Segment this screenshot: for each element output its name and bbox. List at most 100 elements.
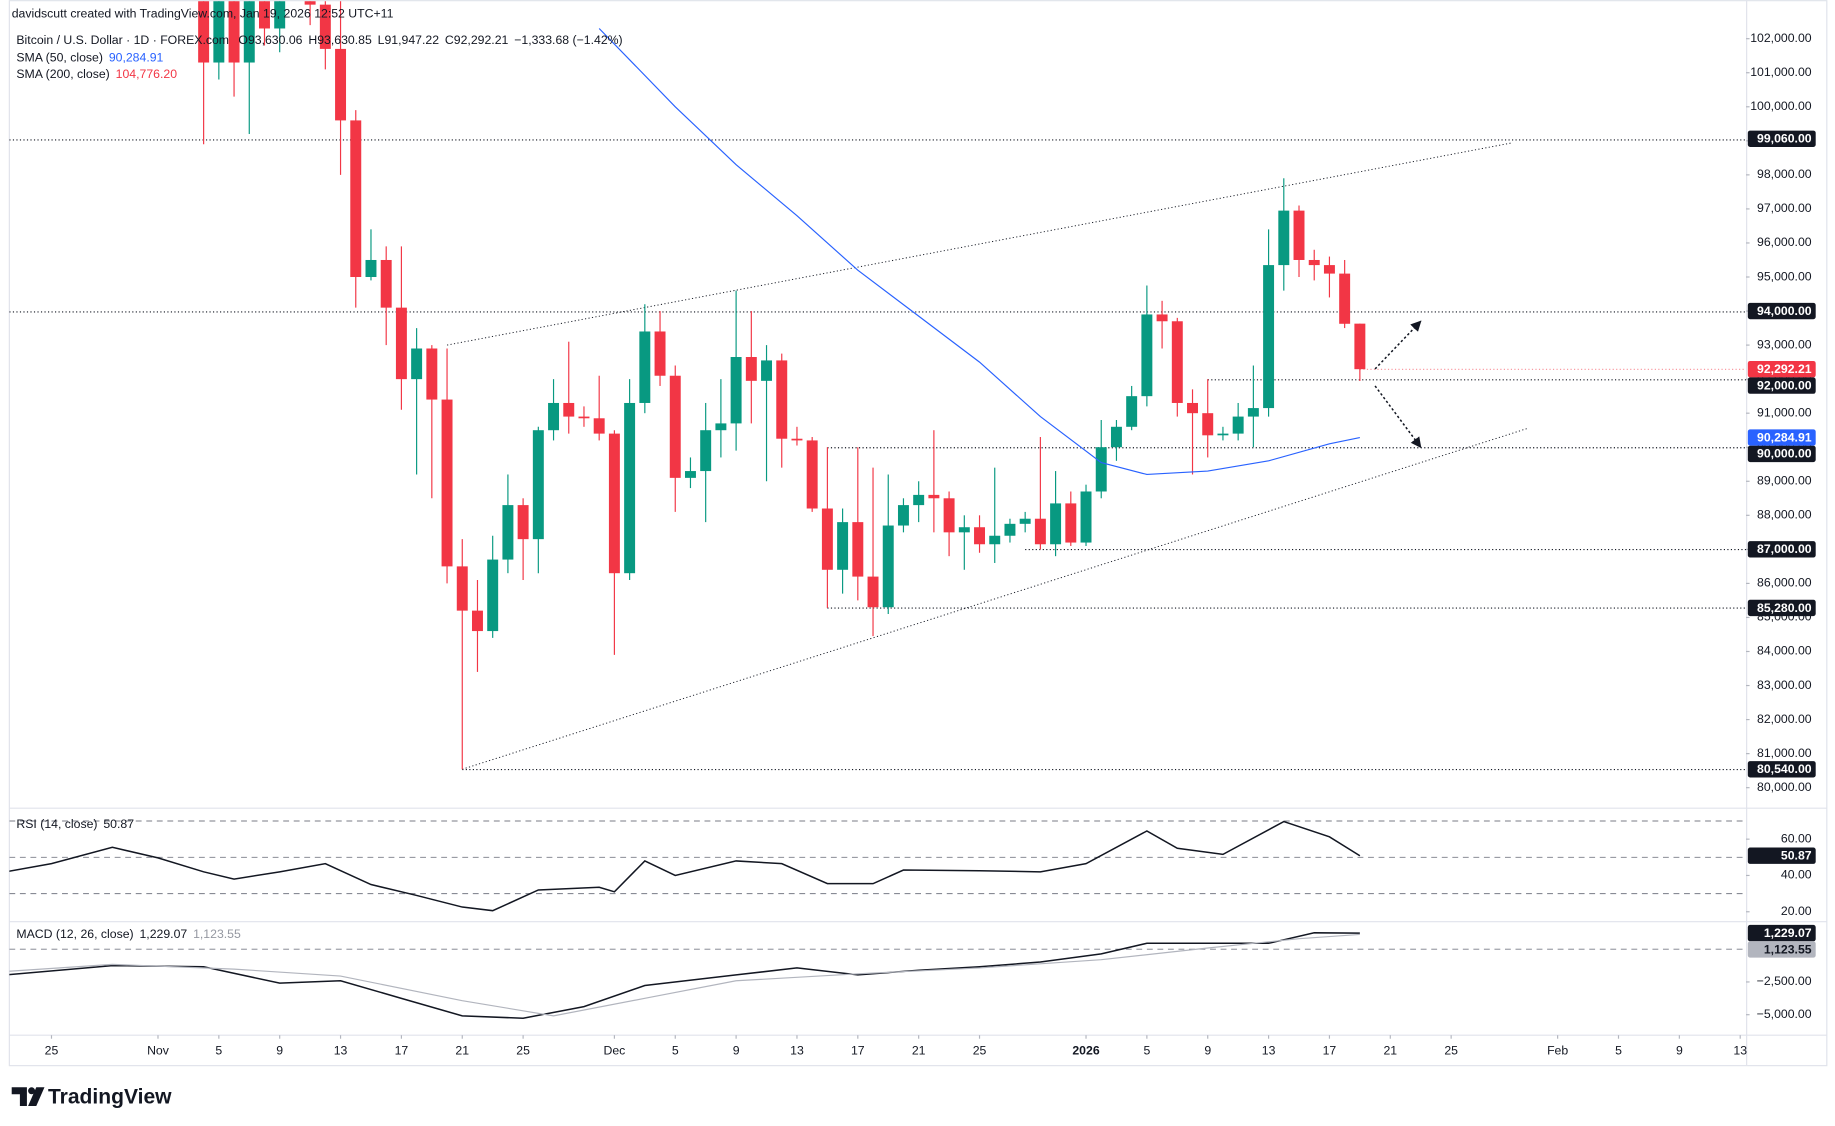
indicator-line [9,932,1360,1020]
brand-name: TradingView [48,1085,172,1108]
candle-body [335,48,347,121]
macd-pane [9,932,1747,1020]
candle-body [928,494,940,499]
y-tick-label: −2,500.00 [1757,974,1812,988]
indicator-badge-label: 1,123.55 [1764,942,1812,956]
price-pane [9,1,1747,771]
candle-body [198,1,210,63]
level-badge-label: 87,000.00 [1757,542,1812,556]
y-tick-label: 60.00 [1781,831,1812,845]
candle-body [806,440,818,509]
candle-body [1065,503,1077,543]
ohlc-value: 91,947.22 [384,33,439,47]
y-tick-label: 83,000.00 [1757,678,1812,692]
x-tick-label: 5 [215,1043,222,1057]
candle-body [700,430,712,472]
indicator-badge [1747,847,1816,864]
level-badge-label: 94,000.00 [1757,304,1812,318]
candle-body [350,120,362,278]
ohlc-value: 93,630.85 [317,33,372,47]
overlay-value: 90,284.91 [109,51,164,65]
candle-body [958,527,970,533]
x-tick-label: 17 [851,1043,865,1057]
x-tick-label: Nov [147,1043,170,1057]
credit: davidscutt created with TradingView.com,… [12,6,394,20]
ohlc-value: 92,292.21 [454,33,509,47]
x-tick-label: 5 [1143,1043,1150,1057]
logo-mark [11,1087,27,1107]
candle-body [1232,416,1244,434]
trendline [462,428,1528,770]
indicator-badge [1747,941,1816,958]
logo-mark [28,1087,45,1107]
candle-body [1202,413,1214,436]
y-tick-label: 84,000.00 [1757,644,1812,658]
candle-body [761,360,773,381]
sma-legend: SMA (50, close) 90,284.91 [16,51,163,65]
level-badge-label: 99,060.00 [1757,132,1812,146]
level-badge [1747,302,1816,320]
x-tick-label: 25 [516,1043,530,1057]
candle-body [441,399,453,567]
candle-body [867,576,879,608]
ohlc-key: C [445,33,454,47]
candle-body [502,505,514,560]
candle-body [1050,503,1062,545]
last-price-badge [1747,360,1816,378]
candle-body [882,525,894,608]
x-tick-label: 9 [1676,1043,1683,1057]
candle-body [411,348,423,380]
x-tick-label: 25 [973,1043,987,1057]
macd-legend: MACD (12, 26, close) 1,229.07 1,123.55 [16,927,241,941]
candle-body [456,566,468,611]
x-tick-label: 21 [455,1043,469,1057]
level-badge [1747,445,1816,463]
last-price-badge-label: 92,292.21 [1757,362,1812,376]
y-tick-label: 82,000.00 [1757,712,1812,726]
y-tick-label: 102,000.00 [1750,31,1812,45]
level-badge [1747,130,1816,147]
x-tick-label: 13 [1733,1043,1747,1057]
y-tick-label: 88,000.00 [1757,508,1812,522]
candle-body [608,433,620,574]
x-tick-label: 9 [1204,1043,1211,1057]
y-tick-label: 86,000.00 [1757,576,1812,590]
candle-body [1263,265,1275,409]
candle-body [1339,273,1351,324]
ohlc-key: L [378,33,385,47]
indicator-badge-label: 1,229.07 [1764,926,1812,940]
level-badge-label: 80,540.00 [1757,762,1812,776]
y-tick-label: 95,000.00 [1757,269,1812,283]
candle-body [593,418,605,434]
y-tick-label: 101,000.00 [1750,65,1812,79]
axes: 80,000.00 81,000.00 82,000.00 83,000.00 84,0… [45,31,1816,1057]
candle-body [1019,518,1031,524]
indicator-badge-label: 50.87 [1781,849,1812,863]
x-tick-label: 13 [334,1043,348,1057]
candle-body [1187,402,1198,414]
candle-body [532,430,544,540]
candle-body [1095,447,1107,492]
candle-body [471,610,483,632]
sma-badge [1747,429,1816,446]
ohlc-key: O [238,33,248,47]
candle-body [852,522,864,577]
candle-body [259,1,270,29]
x-tick-label: 5 [672,1043,679,1057]
x-tick-label: Dec [603,1043,625,1057]
sma-legend: SMA (200, close) 104,776.20 [16,67,177,81]
candle-body [517,505,529,540]
ohlc-key: H [308,33,317,47]
overlay-value: 104,776.20 [116,67,178,81]
candle-body [395,307,407,380]
rsi-pane [9,820,1747,912]
candle-body [974,527,986,545]
candle-body [1110,426,1122,448]
level-badge-label: 92,000.00 [1757,378,1812,392]
candle-body [578,416,590,419]
y-tick-label: 89,000.00 [1757,474,1812,488]
candle-body [304,1,316,5]
x-tick-label: 9 [276,1043,283,1057]
